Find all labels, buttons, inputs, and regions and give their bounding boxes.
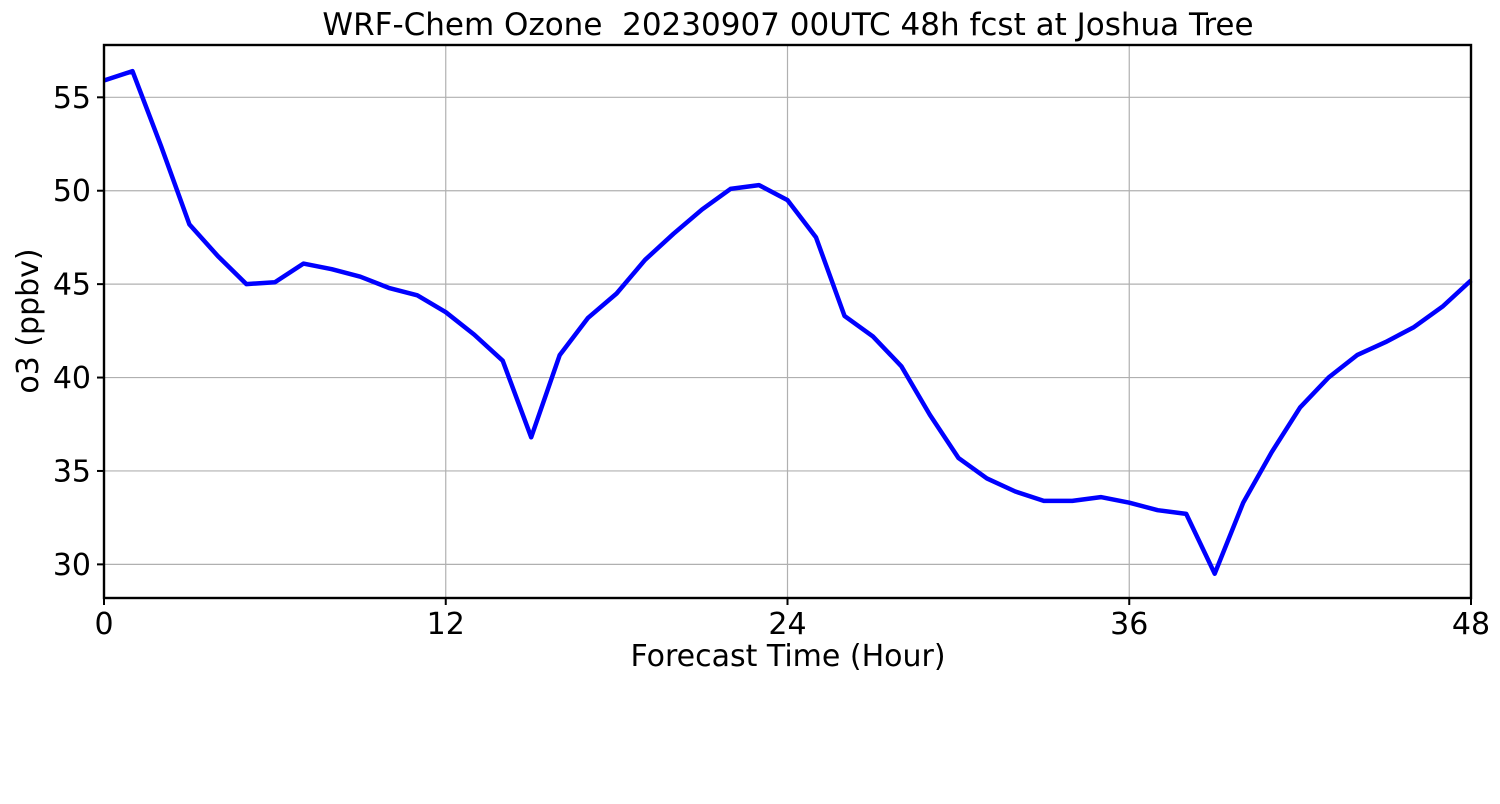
chart-title: WRF-Chem Ozone 20230907 00UTC 48h fcst a… [322,7,1253,43]
tick-labels: 30 35 40 45 50 55 0 12 24 36 48 [53,81,1490,642]
x-axis-label: Forecast Time (Hour) [630,639,945,674]
y-tick-label: 55 [53,81,91,116]
x-tick-label: 24 [768,607,806,642]
ozone-forecast-line [103,68,1473,576]
x-tick-label: 0 [94,607,113,642]
gridlines [103,45,1472,598]
y-tick-label: 35 [53,454,91,489]
x-tick-label: 12 [427,607,465,642]
x-tick-label: 36 [1110,607,1148,642]
x-tick-label: 48 [1452,607,1490,642]
y-axis-label: o3 (ppbv) [11,248,46,393]
y-tick-label: 30 [53,548,91,583]
y-tick-label: 50 [53,174,91,209]
y-tick-label: 45 [53,268,91,303]
data-series [103,68,1473,576]
y-tick-label: 40 [53,361,91,396]
axes-spines [97,43,1473,605]
